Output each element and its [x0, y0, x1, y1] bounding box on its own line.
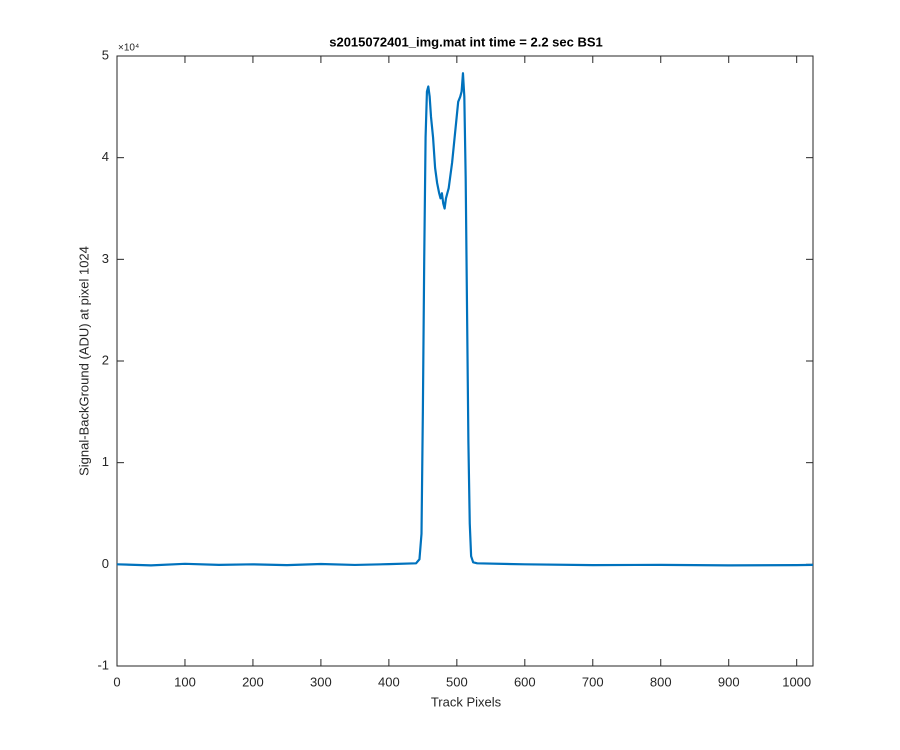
x-tick-label: 100 [174, 674, 196, 689]
chart-title: s2015072401_img.mat int time = 2.2 sec B… [329, 34, 603, 49]
x-tick-label: 300 [310, 674, 332, 689]
x-tick-label: 1000 [782, 674, 811, 689]
x-tick-label: 400 [378, 674, 400, 689]
x-tick-label: 500 [446, 674, 468, 689]
y-tick-label: 0 [102, 556, 109, 571]
y-exponent: ×10⁴ [118, 43, 139, 54]
y-tick-label: 2 [102, 352, 109, 367]
x-tick-label: 0 [113, 674, 120, 689]
x-tick-label: 600 [514, 674, 536, 689]
y-tick-label: 3 [102, 251, 109, 266]
x-tick-label: 200 [242, 674, 264, 689]
x-tick-label: 900 [718, 674, 740, 689]
x-axis-label: Track Pixels [431, 694, 502, 709]
y-tick-label: -1 [97, 657, 109, 672]
data-line [116, 72, 814, 567]
y-tick-label: 5 [102, 47, 109, 62]
y-tick-label: 4 [102, 149, 109, 164]
y-axis-label: Signal-BackGround (ADU) at pixel 1024 [76, 246, 91, 476]
y-tick-label: 1 [102, 454, 109, 469]
x-tick-label: 800 [650, 674, 672, 689]
x-tick-label: 700 [582, 674, 604, 689]
